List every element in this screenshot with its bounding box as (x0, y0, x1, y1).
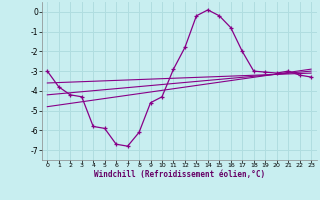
X-axis label: Windchill (Refroidissement éolien,°C): Windchill (Refroidissement éolien,°C) (94, 170, 265, 179)
